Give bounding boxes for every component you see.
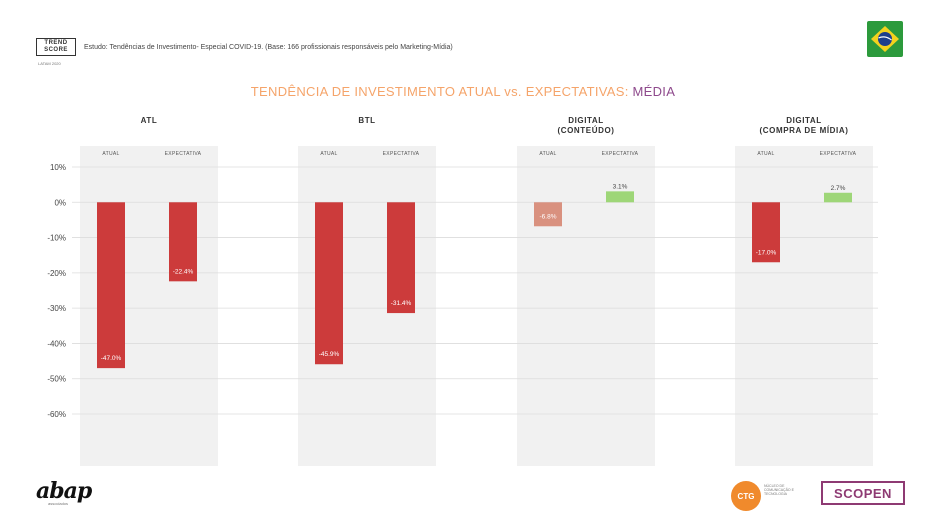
- bar: [824, 192, 852, 203]
- category-label: EXPECTATIVA: [602, 151, 639, 157]
- chart-title: TENDÊNCIA DE INVESTIMENTO ATUAL vs. EXPE…: [0, 84, 926, 99]
- data-label: -17.0%: [756, 249, 777, 256]
- group-title: (COMPRA DE MÍDIA): [759, 126, 848, 135]
- group-title: DIGITAL: [568, 116, 604, 125]
- y-tick-label: -10%: [47, 234, 66, 243]
- abap-logo: abap: [36, 478, 92, 504]
- bar: [606, 191, 634, 203]
- category-label: ATUAL: [102, 151, 119, 157]
- logo-line-1: TREND: [44, 40, 68, 46]
- y-tick-label: -30%: [47, 304, 66, 313]
- category-label: ATUAL: [539, 151, 556, 157]
- category-label: ATUAL: [320, 151, 337, 157]
- category-label: EXPECTATIVA: [820, 151, 857, 157]
- study-description: Estudo: Tendências de Investimento- Espe…: [84, 43, 453, 51]
- group-title: BTL: [358, 116, 375, 125]
- y-tick-label: 10%: [50, 163, 66, 172]
- bar: [97, 202, 125, 369]
- bar: [534, 202, 562, 227]
- category-label: EXPECTATIVA: [165, 151, 202, 157]
- abap-logo-subtitle: associados: [48, 501, 69, 506]
- bar-chart: 10% 0% -10% -20% -30% -40% -50% -60% ATL ATUAL -47…: [47, 116, 878, 466]
- group-title: ATL: [141, 116, 158, 125]
- data-label: -45.9%: [319, 351, 340, 358]
- logo-subtitle: LATAM 2020: [38, 61, 61, 66]
- y-tick-label: -50%: [47, 375, 66, 384]
- data-label: 2.7%: [831, 185, 846, 192]
- category-label: EXPECTATIVA: [383, 151, 420, 157]
- group-panel-2: [517, 146, 655, 466]
- cta-logo: CTG: [731, 481, 761, 511]
- group-panel-3: [735, 146, 873, 466]
- chart-title-main: TENDÊNCIA DE INVESTIMENTO ATUAL vs. EXPE…: [250, 84, 633, 99]
- data-label: -6.8%: [540, 213, 557, 220]
- logo-line-2: SCORE: [44, 47, 68, 53]
- bar: [387, 202, 415, 314]
- bar: [315, 202, 343, 365]
- scopen-logo: SCOPEN: [821, 481, 905, 505]
- data-label: -31.4%: [391, 300, 412, 307]
- data-label: -47.0%: [101, 355, 122, 362]
- cta-logo-text: NÚCLEO DE COMUNICAÇÃO E TECNOLOGIA: [764, 484, 794, 496]
- y-tick-label: -40%: [47, 339, 66, 348]
- bar: [752, 202, 780, 263]
- brazil-flag-icon: [867, 21, 903, 57]
- y-tick-label: -60%: [47, 410, 66, 419]
- header: TREND SCORE Estudo: Tendências de Invest…: [36, 38, 453, 56]
- y-tick-label: 0%: [54, 198, 66, 207]
- group-title: DIGITAL: [786, 116, 822, 125]
- data-label: -22.4%: [173, 268, 194, 275]
- chart-title-accent: MÉDIA: [632, 84, 676, 99]
- category-label: ATUAL: [757, 151, 774, 157]
- y-tick-label: -20%: [47, 269, 66, 278]
- data-label: 3.1%: [613, 183, 628, 190]
- trend-score-logo: TREND SCORE: [36, 38, 76, 56]
- bar: [169, 202, 197, 282]
- group-title: (CONTEÚDO): [557, 126, 614, 135]
